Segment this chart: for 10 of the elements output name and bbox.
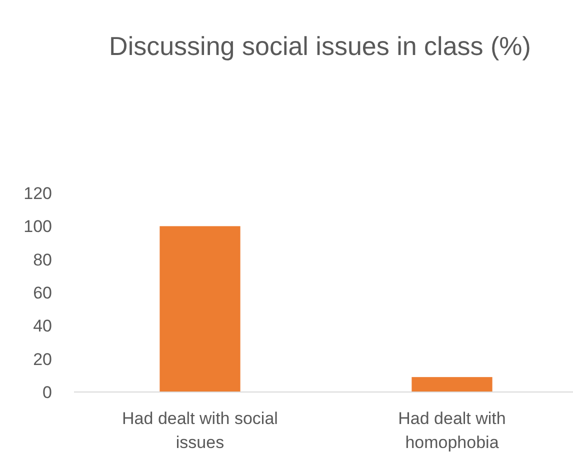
chart-title: Discussing social issues in class (%) [109,31,531,61]
y-tick-label: 40 [33,316,52,336]
y-tick-label: 100 [24,217,52,236]
y-tick-label: 20 [33,350,52,369]
y-tick-label: 120 [24,184,52,203]
y-tick-label: 80 [33,250,52,270]
y-tick-label: 60 [33,283,52,302]
x-tick-label: Had dealt with social issues [122,409,278,452]
x-tick-label: Had dealt with homophobia [398,409,506,452]
y-tick-label: 0 [42,382,52,402]
